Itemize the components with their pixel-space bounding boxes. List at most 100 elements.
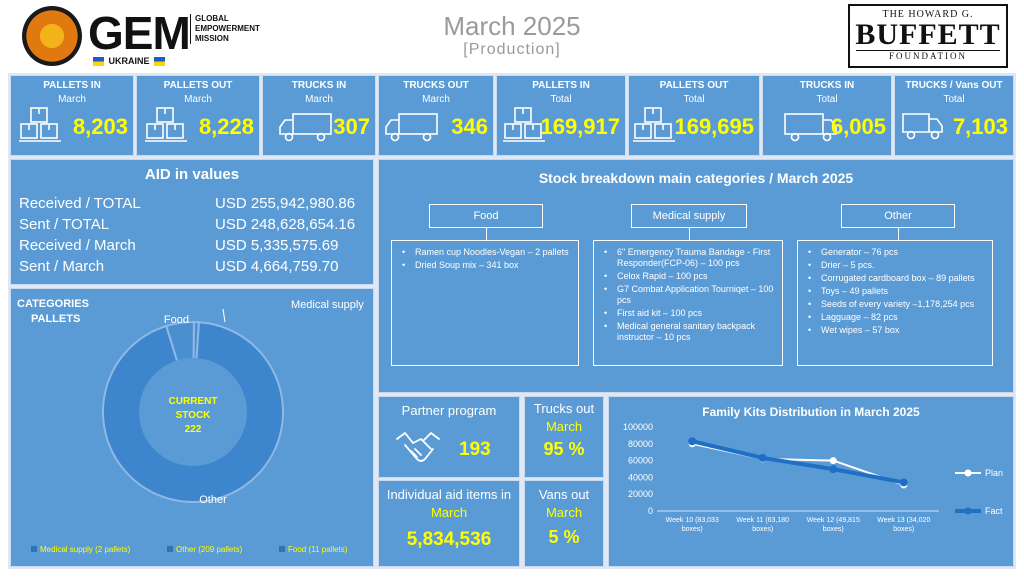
aid-row: Received / TOTAL USD 255,942,980.86: [19, 195, 365, 215]
vans-out-subtitle: March: [545, 505, 583, 520]
legend-marker-plan: [964, 469, 972, 477]
stock-box-other: Generator – 76 pcs Drier – 5 pcs. Corrug…: [797, 240, 993, 366]
y-tick-label: 80000: [628, 439, 653, 449]
kpi-tile: PALLETS IN Total 169,917: [496, 75, 626, 156]
family-kits-title: Family Kits Distribution in March 2025: [702, 405, 920, 419]
donut-hole: [139, 358, 247, 466]
center-label-1: CURRENT: [169, 396, 218, 407]
kpi-title: TRUCKS OUT: [403, 80, 469, 91]
aid-value: USD 5,335,575.69: [215, 237, 339, 254]
categories-subheading: PALLETS: [31, 313, 81, 325]
buffett-foundation-logo: THE HOWARD G. BUFFETT FOUNDATION: [848, 4, 1008, 68]
list-item: Seeds of every variety –1,178,254 pcs: [806, 299, 986, 310]
list-item: Toys – 49 pallets: [806, 286, 986, 297]
x-tick-label: Week 12 (49,815 boxes): [807, 517, 860, 533]
slice-label-food: Food: [164, 314, 189, 326]
pallet-boxes-icon: [633, 107, 675, 142]
aid-row: Sent / March USD 4,664,759.70: [19, 258, 365, 278]
aid-label: Sent / March: [19, 258, 105, 275]
aid-value: USD 255,942,980.86: [215, 195, 356, 212]
pallet-boxes-icon: [503, 107, 545, 142]
trucks-out-panel: Trucks out March 95 %: [524, 396, 604, 478]
list-item: Celox Rapid – 100 pcs: [602, 271, 776, 282]
stock-box-medical: 6" Emergency Trauma Bandage - First Resp…: [593, 240, 783, 366]
list-item: Corrugated cardboard box – 89 pallets: [806, 273, 986, 284]
org-line-3: MISSION: [195, 34, 229, 43]
y-tick-label: 100000: [623, 422, 653, 432]
kpi-tile: TRUCKS / Vans OUT Total 7,103: [894, 75, 1014, 156]
stock-breakdown-panel: Stock breakdown main categories / March …: [378, 159, 1014, 393]
kpi-title: TRUCKS IN: [291, 80, 347, 91]
trucks-out-value: 95 %: [543, 439, 585, 459]
list-item: G7 Combat Application Tourniqet – 100 pc…: [602, 284, 776, 306]
series-line-fact: [691, 439, 905, 485]
kpi-tile: PALLETS OUT Total 169,695: [628, 75, 760, 156]
aid-row: Received / March USD 5,335,575.69: [19, 237, 365, 257]
family-kits-panel: Family Kits Distribution in March 2025 0…: [608, 396, 1014, 567]
list-item: Ramen cup Noodles-Vegan – 2 pallets: [400, 247, 572, 258]
partner-value: 193: [459, 439, 491, 460]
kpi-value: 307: [333, 114, 370, 139]
aid-value: USD 248,628,654.16: [215, 216, 356, 233]
kpi-title: PALLETS OUT: [163, 80, 233, 91]
series-point-fact: [829, 465, 838, 474]
aid-row: Sent / TOTAL USD 248,628,654.16: [19, 216, 365, 236]
list-item: First aid kit – 100 pcs: [602, 308, 776, 319]
kpi-subtitle: March: [58, 94, 86, 105]
kpi-subtitle: March: [184, 94, 212, 105]
slice-label-other: Other: [199, 494, 227, 506]
center-value: 222: [185, 424, 202, 435]
aid-label: Sent / TOTAL: [19, 216, 110, 233]
kpi-title: TRUCKS / Vans OUT: [905, 80, 1003, 91]
aid-label: Received / March: [19, 237, 136, 254]
y-tick-label: 20000: [628, 489, 653, 499]
kpi-subtitle: Total: [683, 94, 705, 105]
list-item: Dried Soup mix – 341 box: [400, 260, 572, 271]
stock-header-medical: Medical supply: [631, 204, 747, 228]
individual-aid-panel: Individual aid items in March 5,834,536: [378, 480, 520, 567]
series-point-plan: [829, 457, 837, 465]
y-tick-label: 0: [648, 506, 653, 516]
series-point-fact: [899, 478, 908, 487]
pallet-boxes-icon: [145, 107, 187, 142]
x-tick-label: Week 13 (34,020 boxes): [877, 517, 930, 533]
kpi-tile: TRUCKS IN March 307: [262, 75, 376, 156]
list-item: Medical general sanitary backpack instru…: [602, 321, 776, 343]
legend-label-fact: Fact: [985, 506, 1003, 516]
ukraine-badge: UKRAINE: [93, 55, 165, 67]
kpi-subtitle: March: [305, 94, 333, 105]
legend-item: Other (209 pallets): [176, 545, 243, 554]
dashboard: PALLETS IN March 8,203 PALLETS OUT March…: [8, 73, 1016, 569]
x-tick-label: Week 11 (63,180 boxes): [736, 517, 789, 533]
kpi-title: PALLETS OUT: [659, 80, 729, 91]
country-label: UKRAINE: [108, 56, 150, 66]
kpi-tile: PALLETS OUT March 8,228: [136, 75, 260, 156]
stock-header-other: Other: [841, 204, 955, 228]
partner-line-3: FOUNDATION: [856, 50, 1000, 61]
legend-marker-fact: [964, 507, 972, 515]
kpi-subtitle: Total: [816, 94, 838, 105]
aid-title: AID in values: [144, 166, 240, 183]
list-item: Generator – 76 pcs: [806, 247, 986, 258]
org-name: GEM: [88, 7, 191, 59]
vans-out-panel: Vans out March 5 %: [524, 480, 604, 567]
kpi-value: 7,103: [952, 114, 1008, 139]
aid-value: USD 4,664,759.70: [215, 258, 339, 275]
kpi-value: 6,005: [830, 114, 886, 139]
kpi-title: PALLETS IN: [43, 80, 101, 91]
kpi-subtitle: Total: [943, 94, 965, 105]
vans-out-title: Vans out: [538, 487, 590, 502]
slice-label-medical: Medical supply: [291, 299, 364, 311]
ukraine-flag-icon: [93, 56, 105, 66]
pie-legend: Medical supply (2 pallets) Other (209 pa…: [31, 545, 348, 554]
kpi-value: 169,695: [674, 114, 754, 139]
list-item: Lagguage – 82 pcs: [806, 312, 986, 323]
kpi-title: TRUCKS IN: [799, 80, 855, 91]
aid-label: Received / TOTAL: [19, 195, 141, 212]
y-tick-label: 40000: [628, 472, 653, 482]
partner-title: Partner program: [401, 403, 497, 418]
org-line-1: GLOBAL: [195, 14, 229, 23]
series-point-fact: [758, 453, 767, 462]
y-tick-label: 60000: [628, 456, 653, 466]
gem-emblem-icon: [22, 6, 82, 66]
